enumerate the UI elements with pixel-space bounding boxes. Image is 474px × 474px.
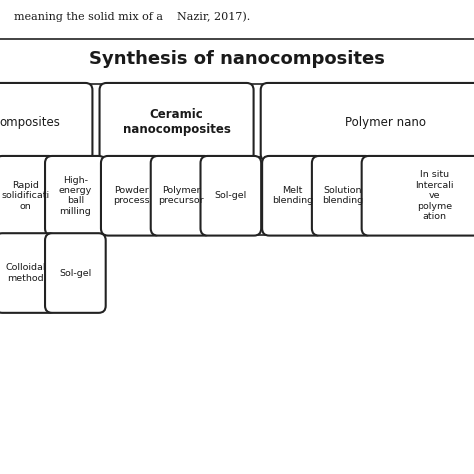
FancyBboxPatch shape — [362, 156, 474, 236]
Text: High-
energy
ball
milling: High- energy ball milling — [59, 176, 92, 216]
FancyBboxPatch shape — [101, 156, 162, 236]
Text: Polymer nano: Polymer nano — [345, 116, 426, 128]
Text: Sol-gel: Sol-gel — [59, 269, 91, 277]
FancyBboxPatch shape — [45, 233, 106, 313]
FancyBboxPatch shape — [0, 233, 56, 313]
Text: Sol-gel: Sol-gel — [215, 191, 247, 200]
FancyBboxPatch shape — [0, 156, 56, 236]
Text: omposites: omposites — [0, 116, 60, 128]
Text: Melt
blending: Melt blending — [272, 186, 313, 205]
FancyBboxPatch shape — [261, 83, 474, 161]
FancyBboxPatch shape — [0, 83, 92, 161]
Text: Solution
blending: Solution blending — [322, 186, 363, 205]
Text: meaning the solid mix of a    Nazir, 2017).: meaning the solid mix of a Nazir, 2017). — [14, 12, 250, 22]
Text: Colloidal
method: Colloidal method — [5, 264, 46, 283]
FancyBboxPatch shape — [312, 156, 373, 236]
Text: Powder
process: Powder process — [113, 186, 150, 205]
Text: Synthesis of nanocomposites: Synthesis of nanocomposites — [89, 50, 385, 68]
Text: Polymer
precursor: Polymer precursor — [158, 186, 204, 205]
FancyBboxPatch shape — [45, 156, 106, 236]
FancyBboxPatch shape — [262, 156, 323, 236]
Text: Ceramic
nanocomposites: Ceramic nanocomposites — [123, 108, 230, 136]
Text: In situ
Intercali
ve
polyme
ation: In situ Intercali ve polyme ation — [415, 171, 454, 221]
FancyBboxPatch shape — [201, 156, 261, 236]
Text: Rapid
solidificati
on: Rapid solidificati on — [1, 181, 50, 210]
FancyBboxPatch shape — [151, 156, 211, 236]
FancyBboxPatch shape — [100, 83, 254, 161]
